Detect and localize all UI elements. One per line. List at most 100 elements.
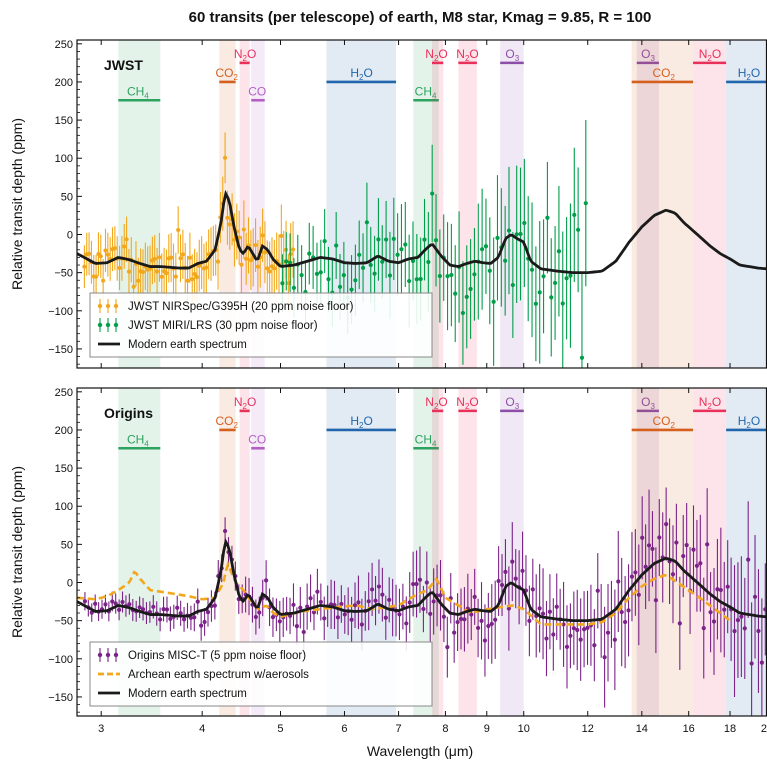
legend-label: JWST NIRSpec/G395H (20 ppm noise floor)	[128, 301, 354, 313]
y-tick-label: −150	[48, 344, 73, 356]
band-label-co2: CO2	[216, 414, 239, 430]
legend-box	[89, 292, 433, 358]
data-point	[623, 575, 628, 669]
data-point	[342, 595, 347, 634]
band-label-ch4: CH4	[415, 84, 437, 100]
legend-label: Archean earth spectrum w/aerosols	[128, 669, 309, 681]
data-point	[105, 232, 110, 277]
data-point	[633, 529, 638, 616]
legend-entry: JWST NIRSpec/G395H (20 ppm noise floor)	[97, 299, 354, 313]
data-point	[441, 591, 447, 643]
data-point	[322, 596, 327, 641]
data-point	[197, 239, 202, 292]
data-point	[616, 531, 621, 633]
data-point	[458, 588, 464, 650]
data-point	[162, 247, 167, 295]
data-point	[612, 589, 617, 690]
data-point	[518, 167, 523, 301]
data-point	[552, 226, 558, 340]
data-point	[154, 247, 160, 296]
data-point	[468, 239, 473, 339]
data-point	[510, 522, 515, 602]
y-tick-label: 250	[55, 387, 73, 399]
data-point	[159, 253, 164, 301]
x-tick-label: 8	[442, 723, 448, 735]
band-label-n2o: N2O	[234, 395, 256, 411]
band-label-h2o: H2O	[738, 414, 760, 430]
data-point	[735, 562, 741, 678]
band-label-h2o: H2O	[350, 66, 372, 82]
data-point	[277, 600, 282, 642]
panel-label: Origins	[104, 405, 153, 421]
data-point	[437, 229, 442, 323]
data-point	[349, 596, 354, 643]
data-point	[510, 232, 515, 338]
data-point	[397, 588, 402, 641]
data-point	[308, 574, 313, 623]
data-point	[495, 175, 500, 301]
data-point	[537, 564, 542, 653]
data-point	[479, 582, 484, 660]
band-label-ch4: CH4	[415, 432, 437, 448]
data-point	[541, 219, 546, 334]
x-tick-label: 16	[683, 723, 695, 735]
data-point	[99, 599, 105, 619]
data-point	[270, 597, 276, 637]
band-n2o	[458, 388, 477, 716]
x-tick-label: 10	[518, 723, 530, 735]
y-tick-label: 250	[55, 39, 73, 51]
data-point	[199, 610, 204, 641]
data-point	[551, 598, 556, 671]
data-point	[157, 232, 162, 282]
data-point	[335, 595, 341, 639]
data-point	[290, 221, 296, 278]
data-point	[352, 582, 358, 628]
data-point	[677, 576, 682, 670]
band-label-o3: O3	[505, 47, 519, 63]
data-point	[366, 572, 371, 631]
data-point	[248, 230, 253, 291]
band-o3	[500, 40, 524, 368]
data-point	[202, 608, 207, 636]
data-point	[681, 515, 686, 598]
data-point	[376, 198, 381, 281]
data-point	[126, 248, 132, 295]
data-point	[103, 228, 108, 273]
data-point	[430, 144, 435, 243]
data-point	[169, 233, 174, 283]
x-tick-label: 7	[396, 723, 402, 735]
data-point	[120, 591, 125, 613]
band-h2o	[726, 40, 767, 368]
model-layer	[77, 537, 767, 626]
data-point	[96, 232, 101, 276]
data-point	[94, 255, 99, 299]
band-label-n2o: N2O	[425, 395, 447, 411]
data-point	[178, 600, 183, 626]
data-point	[387, 577, 392, 623]
data-point	[407, 572, 412, 633]
data-point	[514, 165, 519, 304]
data-point	[472, 227, 477, 321]
data-point	[705, 488, 710, 601]
data-point	[585, 590, 590, 665]
data-point	[176, 206, 181, 254]
data-point	[339, 585, 344, 623]
data-point	[487, 217, 492, 325]
band-label-co: CO	[248, 432, 266, 446]
y-tick-label: −100	[48, 306, 73, 318]
data-point	[698, 514, 703, 612]
data-point	[503, 539, 508, 605]
legend-entry: Modern earth spectrum	[98, 339, 247, 351]
band-label-co: CO	[248, 84, 266, 98]
data-point	[460, 261, 466, 365]
tick-layer: −150 −100 −50 0 50 100 150 200 250 3 4 5 6 7 8 9 10 12 14 1…	[48, 387, 767, 735]
data-point	[626, 564, 631, 657]
data-point	[122, 223, 127, 269]
data-point	[98, 234, 103, 279]
panel-origins: CH4 CO2 N2O CO H2O CH4 N2O N2O O3 O3 CO2 N2O H2O −15…	[9, 387, 767, 735]
data-point	[449, 223, 454, 327]
data-point	[215, 233, 221, 290]
data-point	[489, 584, 494, 664]
data-point	[305, 583, 310, 630]
